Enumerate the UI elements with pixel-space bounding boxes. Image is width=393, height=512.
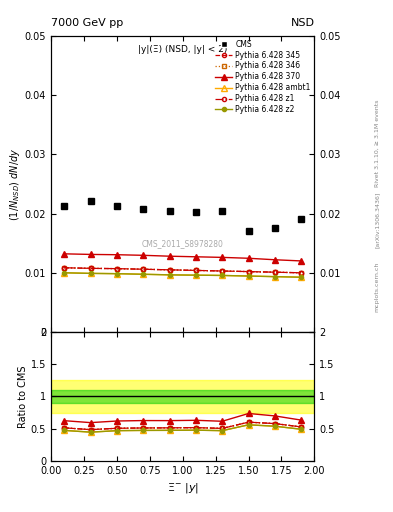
Pythia 6.428 370 <box>62 251 67 257</box>
Text: NSD: NSD <box>290 18 314 28</box>
Pythia 6.428 ambt1 <box>141 271 146 278</box>
Pythia 6.428 345 <box>62 265 67 271</box>
Pythia 6.428 345 <box>141 266 146 272</box>
Pythia 6.428 z1 <box>115 266 119 272</box>
Pythia 6.428 z2 <box>194 272 198 278</box>
Pythia 6.428 345 <box>246 268 251 274</box>
CMS <box>194 209 198 216</box>
Pythia 6.428 z1 <box>273 269 277 275</box>
Pythia 6.428 ambt1 <box>62 270 67 276</box>
Line: Pythia 6.428 z2: Pythia 6.428 z2 <box>62 271 303 280</box>
CMS <box>115 203 119 209</box>
Pythia 6.428 345 <box>194 267 198 273</box>
Pythia 6.428 346 <box>273 269 277 275</box>
Line: Pythia 6.428 370: Pythia 6.428 370 <box>61 251 304 264</box>
CMS <box>141 206 146 212</box>
Pythia 6.428 ambt1 <box>220 272 225 279</box>
Pythia 6.428 z2 <box>62 270 67 276</box>
Pythia 6.428 370 <box>115 252 119 258</box>
Text: mcplots.cern.ch: mcplots.cern.ch <box>375 262 380 312</box>
Pythia 6.428 ambt1 <box>246 273 251 279</box>
Pythia 6.428 z1 <box>246 268 251 274</box>
Legend: CMS, Pythia 6.428 345, Pythia 6.428 346, Pythia 6.428 370, Pythia 6.428 ambt1, P: CMS, Pythia 6.428 345, Pythia 6.428 346,… <box>214 38 312 116</box>
Pythia 6.428 345 <box>167 267 172 273</box>
Pythia 6.428 345 <box>299 270 304 276</box>
X-axis label: $\Xi^{-}\ |y|$: $\Xi^{-}\ |y|$ <box>167 481 199 495</box>
Pythia 6.428 z1 <box>88 265 93 271</box>
Pythia 6.428 z2 <box>167 272 172 278</box>
CMS <box>246 228 251 234</box>
Pythia 6.428 z2 <box>299 274 304 280</box>
Pythia 6.428 346 <box>167 267 172 273</box>
Pythia 6.428 z2 <box>220 272 225 279</box>
Text: 7000 GeV pp: 7000 GeV pp <box>51 18 123 28</box>
Pythia 6.428 345 <box>88 265 93 271</box>
Pythia 6.428 z2 <box>141 271 146 278</box>
Pythia 6.428 ambt1 <box>167 272 172 278</box>
Pythia 6.428 370 <box>220 254 225 261</box>
Pythia 6.428 370 <box>299 258 304 264</box>
Line: Pythia 6.428 346: Pythia 6.428 346 <box>62 266 303 275</box>
Pythia 6.428 346 <box>220 268 225 274</box>
Pythia 6.428 345 <box>273 269 277 275</box>
Pythia 6.428 ambt1 <box>273 273 277 280</box>
Pythia 6.428 370 <box>273 257 277 263</box>
Pythia 6.428 z1 <box>194 267 198 273</box>
Pythia 6.428 z2 <box>246 273 251 279</box>
CMS <box>299 217 304 223</box>
Pythia 6.428 370 <box>167 253 172 259</box>
Y-axis label: $(1/N_{NSD})\ dN/dy$: $(1/N_{NSD})\ dN/dy$ <box>8 147 22 221</box>
Pythia 6.428 370 <box>194 254 198 260</box>
Pythia 6.428 370 <box>141 252 146 259</box>
CMS <box>62 203 67 209</box>
CMS <box>273 225 277 231</box>
Pythia 6.428 345 <box>220 268 225 274</box>
CMS <box>220 207 225 214</box>
Line: CMS: CMS <box>61 198 304 234</box>
CMS <box>167 207 172 214</box>
Pythia 6.428 370 <box>88 251 93 258</box>
Pythia 6.428 ambt1 <box>115 271 119 277</box>
Pythia 6.428 ambt1 <box>88 270 93 276</box>
Bar <box>51 390 314 403</box>
Pythia 6.428 346 <box>115 266 119 272</box>
Line: Pythia 6.428 345: Pythia 6.428 345 <box>62 266 303 275</box>
Pythia 6.428 z1 <box>167 267 172 273</box>
Pythia 6.428 346 <box>194 267 198 273</box>
Text: Rivet 3.1.10, ≥ 3.1M events: Rivet 3.1.10, ≥ 3.1M events <box>375 100 380 187</box>
Text: |y|(Ξ) (NSD, |y| < 2): |y|(Ξ) (NSD, |y| < 2) <box>138 45 228 54</box>
Text: [arXiv:1306.3436]: [arXiv:1306.3436] <box>375 192 380 248</box>
Pythia 6.428 ambt1 <box>299 274 304 280</box>
CMS <box>88 198 93 204</box>
Pythia 6.428 346 <box>88 265 93 271</box>
Line: Pythia 6.428 z1: Pythia 6.428 z1 <box>62 266 303 275</box>
Pythia 6.428 346 <box>62 265 67 271</box>
Pythia 6.428 370 <box>246 255 251 261</box>
Pythia 6.428 z1 <box>62 265 67 271</box>
Pythia 6.428 z2 <box>88 270 93 276</box>
Pythia 6.428 z2 <box>273 273 277 280</box>
Text: CMS_2011_S8978280: CMS_2011_S8978280 <box>142 239 224 248</box>
Pythia 6.428 z2 <box>115 271 119 277</box>
Pythia 6.428 z1 <box>299 270 304 276</box>
Y-axis label: Ratio to CMS: Ratio to CMS <box>18 365 28 428</box>
Pythia 6.428 345 <box>115 266 119 272</box>
Pythia 6.428 346 <box>246 268 251 274</box>
Pythia 6.428 346 <box>141 266 146 272</box>
Pythia 6.428 z1 <box>220 268 225 274</box>
Bar <box>51 380 314 413</box>
Pythia 6.428 346 <box>299 270 304 276</box>
Pythia 6.428 ambt1 <box>194 272 198 278</box>
Line: Pythia 6.428 ambt1: Pythia 6.428 ambt1 <box>61 270 304 280</box>
Pythia 6.428 z1 <box>141 266 146 272</box>
